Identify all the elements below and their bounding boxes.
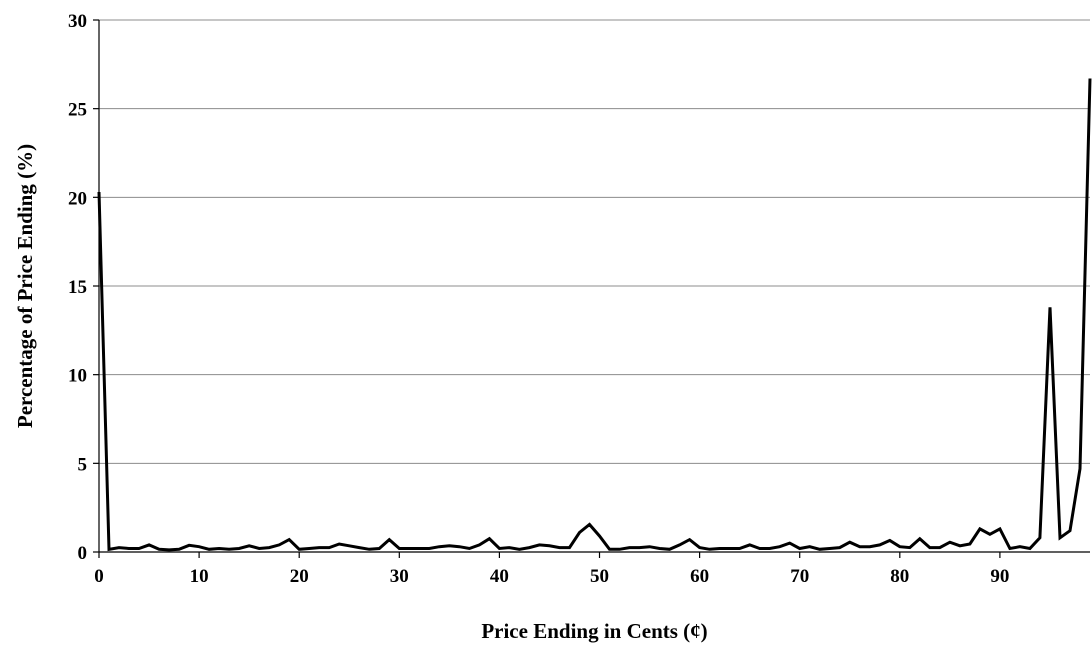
x-tick-label-90: 90 xyxy=(990,566,1009,587)
x-tick-label-20: 20 xyxy=(290,566,309,587)
y-tick-label-20: 20 xyxy=(68,188,87,209)
y-tick-label-10: 10 xyxy=(68,366,87,387)
y-tick-label-0: 0 xyxy=(78,543,88,564)
x-tick-label-30: 30 xyxy=(390,566,409,587)
x-axis-title: Price Ending in Cents (¢) xyxy=(481,619,707,643)
x-tick-label-70: 70 xyxy=(790,566,809,587)
x-tick-label-0: 0 xyxy=(94,566,104,587)
x-tick-label-10: 10 xyxy=(190,566,209,587)
x-tick-label-40: 40 xyxy=(490,566,509,587)
axes xyxy=(93,19,1090,558)
y-tick-label-5: 5 xyxy=(78,454,88,475)
y-tick-label-30: 30 xyxy=(68,11,87,32)
x-tick-label-60: 60 xyxy=(690,566,709,587)
gridlines xyxy=(99,19,1090,464)
y-tick-label-25: 25 xyxy=(68,100,87,121)
series-layer xyxy=(97,78,1092,552)
series-line-0 xyxy=(97,78,1092,552)
x-tick-label-50: 50 xyxy=(590,566,609,587)
y-axis-title: Percentage of Price Ending (%) xyxy=(13,144,37,428)
tick-labels: 0 5 10 15 20 25 30 0 10 20 30 40 50 60 70 80 90 xyxy=(68,11,1009,587)
x-tick-label-80: 80 xyxy=(890,566,909,587)
y-tick-label-15: 15 xyxy=(68,277,87,298)
